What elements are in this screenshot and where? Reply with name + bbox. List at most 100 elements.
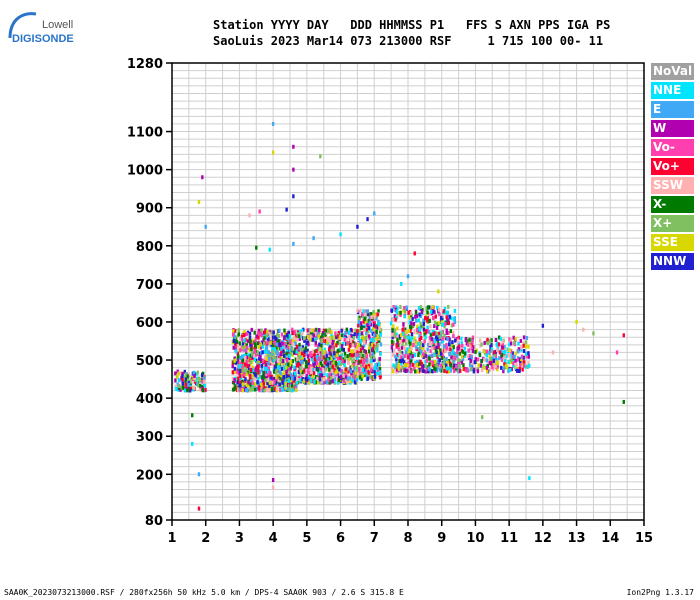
echo-point: [300, 347, 304, 352]
echo-point: [241, 379, 244, 384]
echo-point: [248, 213, 251, 218]
echo-point: [457, 341, 460, 346]
echo-point: [358, 354, 361, 359]
echo-point: [294, 373, 297, 378]
echo-point: [432, 309, 435, 314]
echo-point: [247, 353, 250, 358]
echo-point: [525, 336, 529, 341]
echo-point: [256, 350, 260, 355]
echo-point: [519, 356, 523, 361]
echo-point: [201, 175, 204, 180]
echo-point: [445, 315, 449, 320]
echo-point: [451, 348, 454, 353]
echo-point: [525, 351, 528, 356]
echo-point: [460, 360, 464, 365]
echo-point: [283, 367, 286, 372]
echo-point: [292, 339, 295, 344]
echo-point: [300, 328, 304, 333]
echo-point: [343, 337, 346, 342]
echo-point: [244, 369, 248, 374]
echo-point: [356, 329, 359, 334]
echo-point: [283, 363, 287, 368]
echo-point: [360, 331, 364, 336]
echo-point: [435, 335, 438, 340]
echo-point: [490, 362, 493, 367]
echo-point: [451, 351, 454, 356]
echo-point: [442, 344, 446, 349]
echo-point: [363, 340, 366, 345]
echo-point: [341, 359, 344, 364]
echo-point: [500, 353, 504, 358]
echo-point: [289, 388, 293, 393]
echo-point: [238, 341, 241, 346]
echo-point: [444, 336, 448, 341]
echo-point: [441, 322, 445, 327]
echo-point: [342, 373, 345, 378]
echo-point: [343, 360, 346, 365]
echo-point: [193, 373, 196, 378]
echo-point: [493, 350, 496, 355]
echo-point: [488, 339, 492, 344]
echo-point: [301, 377, 304, 382]
echo-point: [315, 327, 318, 332]
echo-point: [458, 344, 461, 349]
echo-point: [401, 342, 404, 347]
echo-point: [480, 368, 484, 373]
echo-point: [456, 339, 460, 344]
echo-point: [179, 387, 182, 392]
echo-point: [251, 380, 254, 385]
echo-point: [507, 360, 510, 365]
echo-point: [391, 369, 395, 374]
echo-point: [269, 336, 272, 341]
echo-point: [320, 343, 323, 348]
echo-point: [253, 343, 257, 348]
echo-point: [336, 380, 340, 385]
echo-point: [325, 328, 328, 333]
echo-point: [480, 359, 483, 364]
echo-point: [427, 369, 430, 374]
echo-point: [366, 323, 369, 328]
echo-point: [243, 372, 246, 377]
echo-point: [294, 333, 298, 338]
echo-point: [438, 358, 441, 363]
echo-point: [273, 335, 277, 340]
echo-point: [395, 332, 398, 337]
echo-point: [375, 371, 379, 376]
echo-point: [288, 362, 292, 367]
echo-point: [364, 349, 368, 354]
echo-point: [450, 323, 454, 328]
echo-point: [471, 340, 474, 345]
echo-point: [307, 351, 311, 356]
echo-point: [367, 363, 371, 368]
echo-point: [336, 334, 340, 339]
echo-point: [231, 332, 235, 337]
echo-point: [322, 355, 326, 360]
echo-point: [285, 351, 288, 356]
echo-point: [399, 340, 403, 345]
echo-point: [282, 336, 286, 341]
echo-point: [372, 341, 375, 346]
echo-point: [376, 343, 379, 348]
echo-point: [307, 366, 310, 371]
echo-point: [178, 371, 182, 376]
echo-point: [304, 360, 308, 365]
echo-point: [197, 472, 201, 477]
echo-point: [291, 388, 294, 393]
echo-point: [528, 363, 531, 368]
echo-point: [351, 359, 354, 364]
echo-point: [333, 368, 336, 373]
echo-point: [255, 387, 259, 392]
echo-point: [277, 339, 280, 344]
echo-point: [526, 364, 530, 369]
echo-point: [365, 354, 369, 359]
echo-point: [414, 318, 418, 323]
echo-point: [285, 333, 289, 338]
echo-point: [419, 341, 422, 346]
echo-point: [458, 368, 462, 373]
echo-point: [246, 370, 250, 375]
echo-point: [281, 380, 284, 385]
echo-point: [313, 328, 317, 333]
echo-point: [276, 347, 280, 352]
echo-point: [347, 360, 350, 365]
echo-point: [177, 378, 181, 383]
